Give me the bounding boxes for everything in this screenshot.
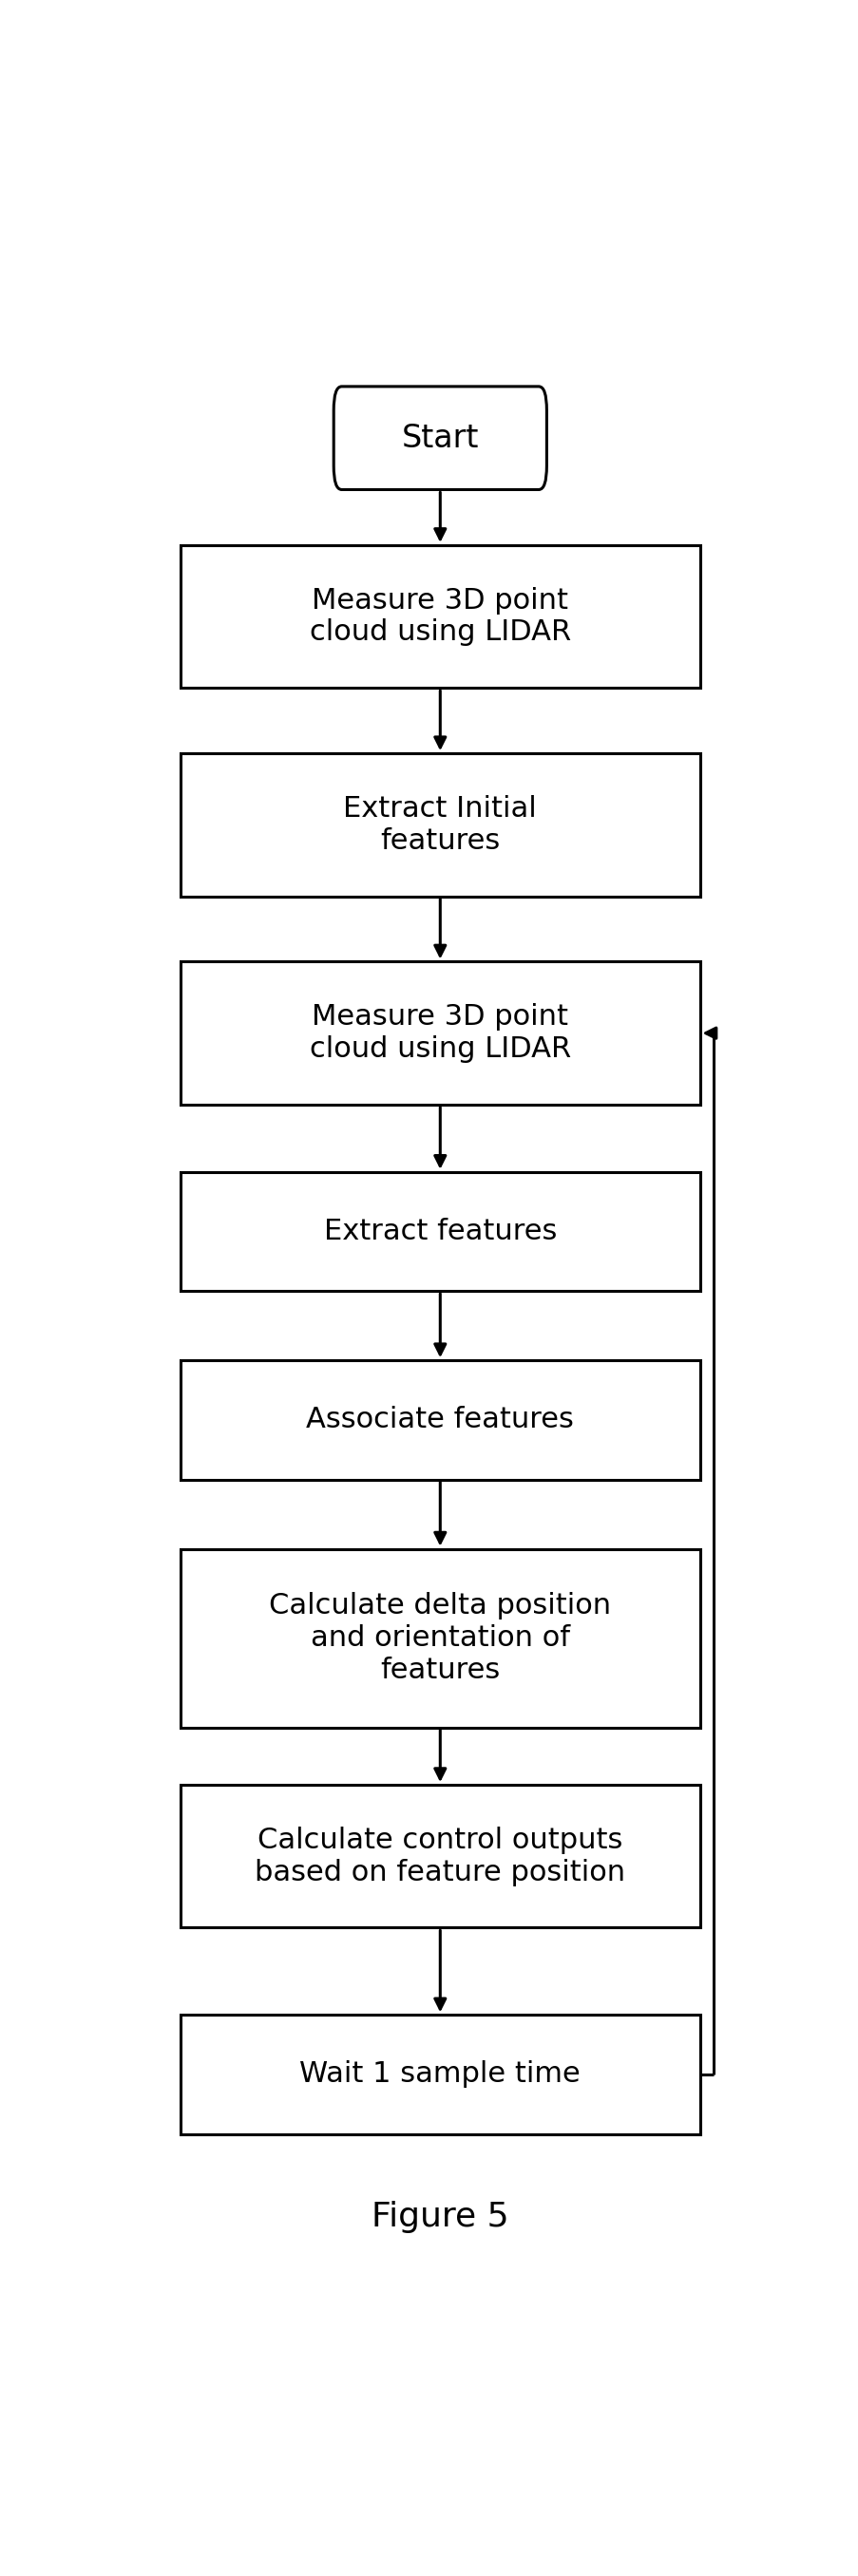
Text: Measure 3D point
cloud using LIDAR: Measure 3D point cloud using LIDAR xyxy=(309,587,571,647)
Text: Extract Initial
features: Extract Initial features xyxy=(343,796,536,855)
Bar xyxy=(180,1785,699,1927)
Bar xyxy=(180,2014,699,2133)
FancyBboxPatch shape xyxy=(333,386,546,489)
Text: Wait 1 sample time: Wait 1 sample time xyxy=(299,2061,580,2089)
Text: Calculate control outputs
based on feature position: Calculate control outputs based on featu… xyxy=(255,1826,625,1886)
Text: Extract features: Extract features xyxy=(323,1218,556,1244)
Text: Associate features: Associate features xyxy=(306,1406,573,1435)
Bar xyxy=(180,1172,699,1291)
Text: Measure 3D point
cloud using LIDAR: Measure 3D point cloud using LIDAR xyxy=(309,1005,571,1064)
Bar xyxy=(180,1360,699,1479)
Text: Figure 5: Figure 5 xyxy=(372,2200,508,2233)
Text: Calculate delta position
and orientation of
features: Calculate delta position and orientation… xyxy=(269,1592,611,1685)
Bar xyxy=(180,752,699,896)
Bar xyxy=(180,961,699,1105)
Text: Start: Start xyxy=(401,422,479,453)
Bar xyxy=(180,1548,699,1728)
Bar xyxy=(180,546,699,688)
